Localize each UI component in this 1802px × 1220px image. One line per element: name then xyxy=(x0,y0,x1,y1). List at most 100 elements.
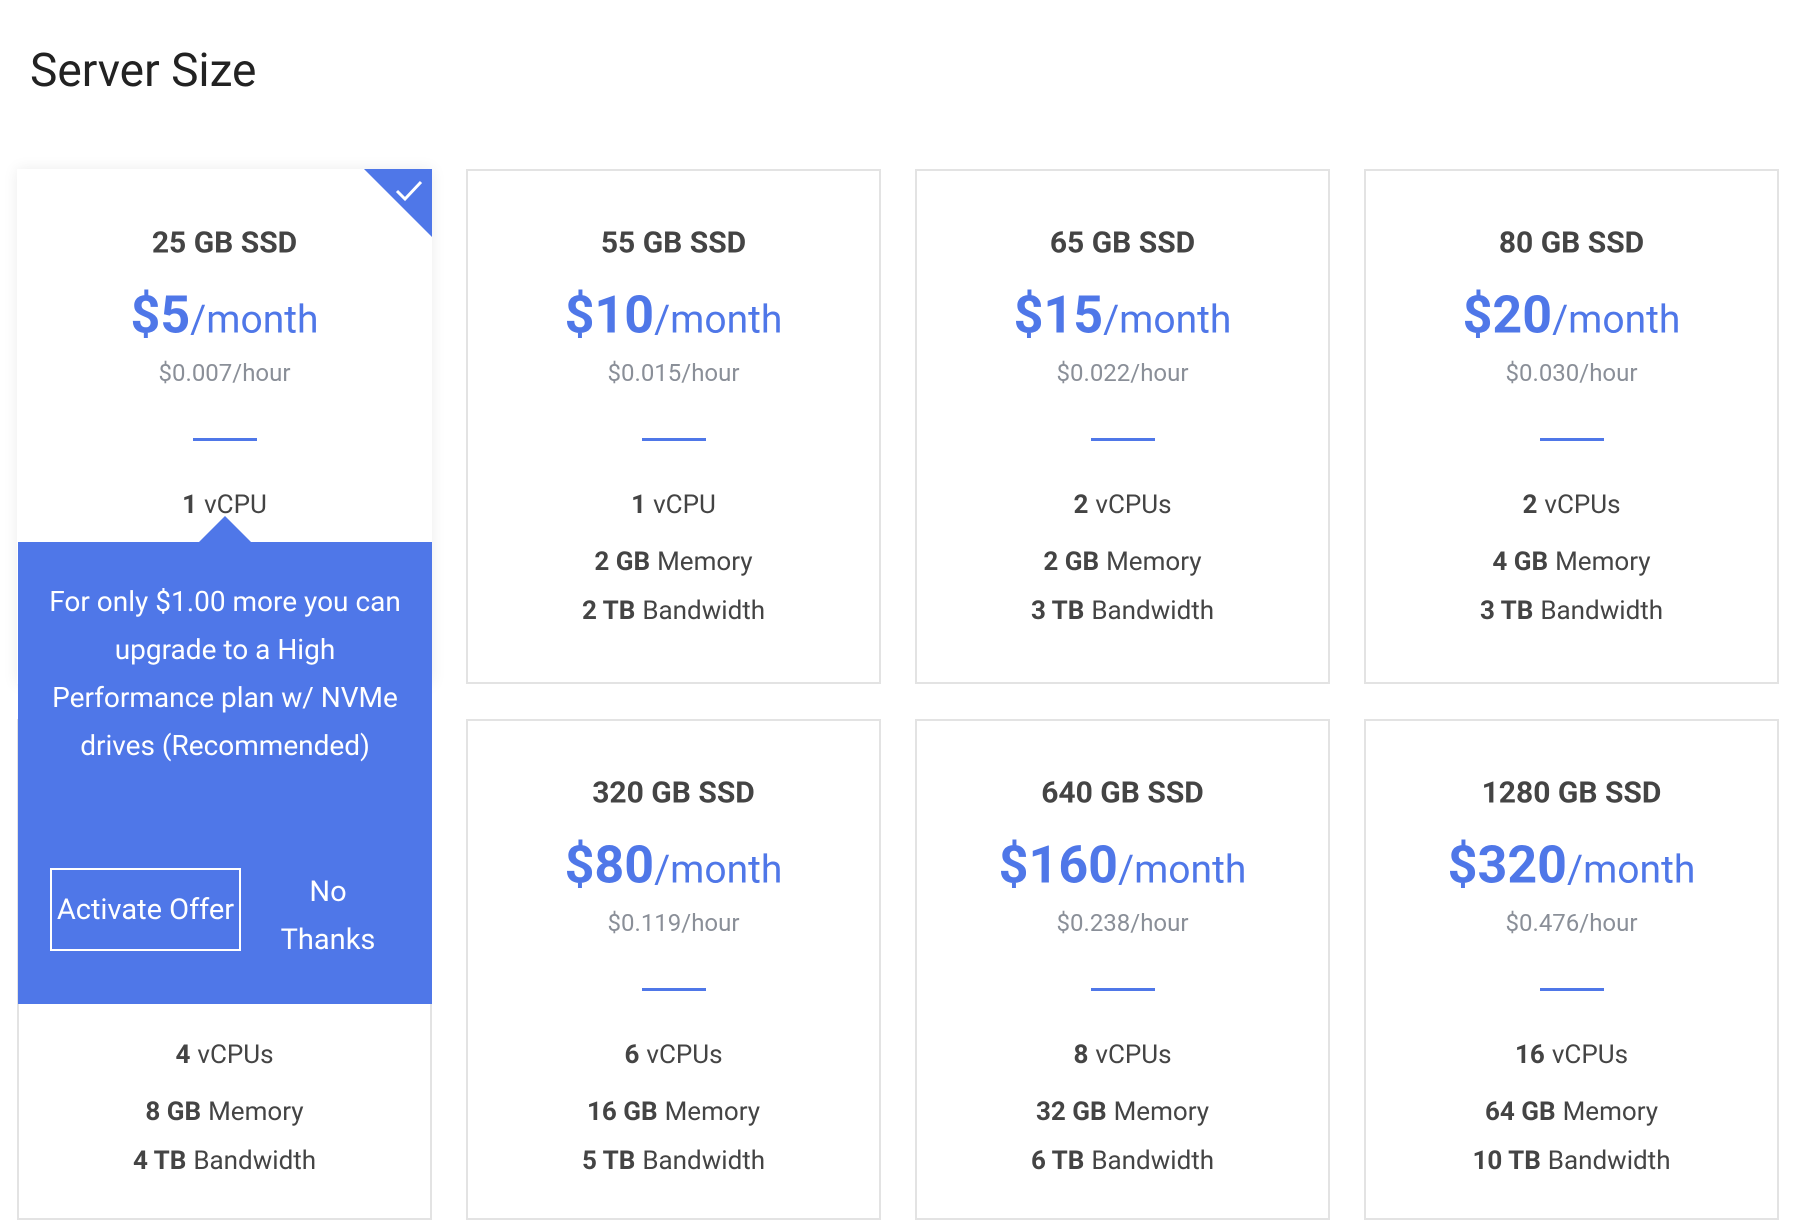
offer-text: For only $1.00 more you can upgrade to a… xyxy=(49,585,401,762)
spec-amount: 6 TB xyxy=(1030,1146,1085,1176)
spec-amount: 16 xyxy=(1514,1040,1545,1070)
plan-hourly: $0.119/hour xyxy=(607,909,740,937)
spec-unit: vCPUs xyxy=(1551,1040,1629,1070)
plan-spec: 3 TB Bandwidth xyxy=(1366,596,1777,626)
spec-unit: vCPU xyxy=(204,490,267,520)
spec-amount: 16 GB xyxy=(586,1097,658,1127)
spec-amount: 8 xyxy=(1073,1040,1089,1070)
divider xyxy=(1090,438,1155,441)
plan-spec: 2 vCPUs xyxy=(917,490,1328,520)
plan-hourly: $0.022/hour xyxy=(1056,359,1189,387)
spec-amount: 2 TB xyxy=(581,596,636,626)
spec-unit: Bandwidth xyxy=(642,596,766,626)
price-amount: $80 xyxy=(564,834,655,896)
spec-amount: 1 xyxy=(182,490,198,520)
plan-spec: 2 GB Memory xyxy=(917,547,1328,577)
plan-card[interactable]: 55 GB SSD $10/month $0.015/hour 1 vCPU 2 GB Me… xyxy=(466,169,881,684)
spec-amount: 10 TB xyxy=(1472,1146,1541,1176)
spec-unit: vCPUs xyxy=(1095,1040,1172,1070)
spec-unit: Memory xyxy=(1113,1097,1210,1127)
plan-spec: 4 GB Memory xyxy=(1366,547,1777,577)
spec-unit: Memory xyxy=(1562,1097,1659,1127)
plan-storage: 25 GB SSD xyxy=(151,225,298,261)
spec-amount: 2 xyxy=(1073,490,1089,520)
spec-amount: 4 xyxy=(175,1040,191,1070)
spec-amount: 64 GB xyxy=(1484,1097,1556,1127)
plan-card[interactable]: 65 GB SSD $15/month $0.022/hour 2 vCPUs 2 GB M… xyxy=(915,169,1330,684)
price-amount: $15 xyxy=(1013,284,1104,346)
plan-spec: 64 GB Memory xyxy=(1366,1097,1777,1127)
plan-card[interactable]: 80 GB SSD $20/month $0.030/hour 2 vCPUs 4 GB M… xyxy=(1364,169,1779,684)
divider xyxy=(1539,438,1604,441)
spec-amount: 2 GB xyxy=(1043,547,1100,577)
price-amount: $5 xyxy=(130,284,191,346)
plan-storage: 55 GB SSD xyxy=(600,225,747,261)
spec-unit: Memory xyxy=(664,1097,761,1127)
spec-unit: vCPUs xyxy=(1544,490,1621,520)
spec-amount: 3 TB xyxy=(1479,596,1534,626)
spec-amount: 2 GB xyxy=(594,547,651,577)
plan-spec: 6 TB Bandwidth xyxy=(917,1146,1328,1176)
spec-unit: Bandwidth xyxy=(193,1146,317,1176)
plan-card[interactable]: 1280 GB SSD $320/month $0.476/hour 16 vCPUs 6… xyxy=(1364,719,1779,1220)
spec-unit: Bandwidth xyxy=(1540,596,1664,626)
activate-offer-button[interactable]: Activate Offer xyxy=(50,868,241,951)
spec-amount: 5 TB xyxy=(581,1146,636,1176)
plan-price: $5/month xyxy=(19,285,430,346)
plan-spec: 6 vCPUs xyxy=(468,1040,879,1070)
divider xyxy=(641,438,706,441)
spec-unit: Memory xyxy=(1555,547,1651,577)
plan-card[interactable]: 640 GB SSD $160/month $0.238/hour 8 vCPUs 32 … xyxy=(915,719,1330,1220)
divider xyxy=(641,988,706,991)
no-thanks-link[interactable]: No Thanks xyxy=(280,875,376,957)
price-period: /month xyxy=(654,296,783,343)
divider xyxy=(1090,988,1155,991)
spec-unit: Memory xyxy=(657,547,753,577)
plan-storage: 65 GB SSD xyxy=(1049,225,1196,261)
selected-corner xyxy=(364,169,432,237)
plan-hourly: $0.476/hour xyxy=(1505,909,1638,937)
plan-hourly: $0.007/hour xyxy=(158,359,291,387)
plan-storage: 1280 GB SSD xyxy=(1481,775,1662,811)
plan-spec: 16 vCPUs xyxy=(1366,1040,1777,1070)
price-amount: $160 xyxy=(998,834,1119,896)
spec-amount: 4 GB xyxy=(1492,547,1549,577)
spec-unit: Memory xyxy=(1106,547,1202,577)
plan-spec: 2 TB Bandwidth xyxy=(468,596,879,626)
divider xyxy=(192,438,257,441)
price-period: /month xyxy=(190,296,319,343)
plan-spec: 2 vCPUs xyxy=(1366,490,1777,520)
price-period: /month xyxy=(1552,296,1681,343)
price-amount: $10 xyxy=(564,284,655,346)
spec-unit: vCPUs xyxy=(1095,490,1172,520)
plan-card[interactable]: 320 GB SSD $80/month $0.119/hour 6 vCPUs 16 G… xyxy=(466,719,881,1220)
plan-spec: 8 GB Memory xyxy=(19,1097,430,1127)
plan-spec: 10 TB Bandwidth xyxy=(1366,1146,1777,1176)
page-title: Server Size xyxy=(30,44,257,98)
plan-storage: 320 GB SSD xyxy=(592,775,755,811)
spec-amount: 3 TB xyxy=(1030,596,1085,626)
spec-unit: Bandwidth xyxy=(1091,1146,1215,1176)
price-period: /month xyxy=(1567,846,1696,893)
spec-unit: vCPUs xyxy=(646,1040,723,1070)
spec-unit: Bandwidth xyxy=(1091,596,1215,626)
plan-hourly: $0.015/hour xyxy=(607,359,740,387)
divider xyxy=(1539,988,1604,991)
plan-spec: 4 vCPUs xyxy=(19,1040,430,1070)
price-period: /month xyxy=(654,846,783,893)
plan-price: $320/month xyxy=(1366,835,1777,896)
plan-spec: 16 GB Memory xyxy=(468,1097,879,1127)
spec-amount: 8 GB xyxy=(145,1097,202,1127)
plan-storage: 640 GB SSD xyxy=(1041,775,1204,811)
spec-amount: 1 xyxy=(631,490,647,520)
spec-unit: Bandwidth xyxy=(1547,1146,1671,1176)
spec-amount: 6 xyxy=(624,1040,640,1070)
plan-price: $10/month xyxy=(468,285,879,346)
plan-price: $160/month xyxy=(917,835,1328,896)
price-period: /month xyxy=(1103,296,1232,343)
price-amount: $20 xyxy=(1462,284,1553,346)
spec-unit: Bandwidth xyxy=(642,1146,766,1176)
plan-spec: 1 vCPU xyxy=(468,490,879,520)
spec-amount: 2 xyxy=(1522,490,1538,520)
plan-spec: 8 vCPUs xyxy=(917,1040,1328,1070)
